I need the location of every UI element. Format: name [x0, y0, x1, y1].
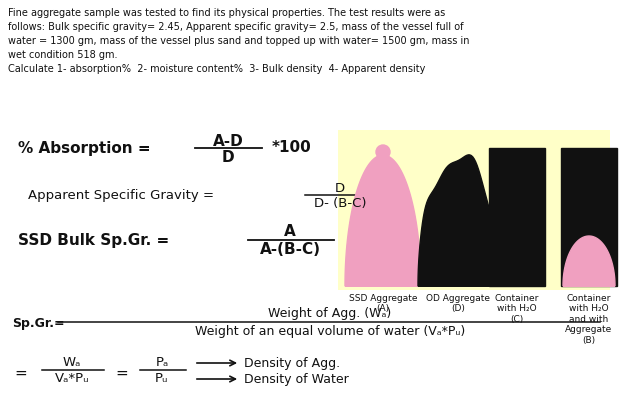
Text: D: D — [335, 181, 345, 195]
Bar — [561, 148, 617, 286]
Text: Container
with H₂O
(C): Container with H₂O (C) — [495, 294, 539, 324]
Text: Container
with H₂O
and with
Aggregate
(B): Container with H₂O and with Aggregate (B… — [565, 294, 613, 344]
Text: Sp.Gr.=: Sp.Gr.= — [12, 317, 64, 329]
Text: wet condition 518 gm.: wet condition 518 gm. — [8, 50, 118, 60]
Bar — [338, 130, 610, 290]
Text: SSD Aggregate
(A): SSD Aggregate (A) — [348, 294, 417, 313]
Polygon shape — [563, 236, 615, 286]
Text: =: = — [14, 366, 27, 381]
Text: =: = — [115, 366, 128, 381]
Text: Weight of Agg. (Wₐ): Weight of Agg. (Wₐ) — [268, 307, 392, 320]
Text: SSD Bulk Sp.Gr. =: SSD Bulk Sp.Gr. = — [18, 233, 169, 248]
Text: Wₐ: Wₐ — [63, 357, 81, 369]
Polygon shape — [345, 155, 421, 286]
Text: Pᵤ: Pᵤ — [155, 372, 169, 386]
Text: % Absorption =: % Absorption = — [18, 141, 151, 156]
Ellipse shape — [376, 145, 390, 159]
Text: water = 1300 gm, mass of the vessel plus sand and topped up with water= 1500 gm,: water = 1300 gm, mass of the vessel plus… — [8, 36, 469, 46]
Text: D- (B-C): D- (B-C) — [314, 198, 366, 210]
Text: A-(B-C): A-(B-C) — [260, 243, 321, 258]
Text: A: A — [284, 225, 296, 240]
Text: OD Aggregate
(D): OD Aggregate (D) — [426, 294, 490, 313]
Text: D: D — [222, 149, 234, 164]
Text: Density of Water: Density of Water — [244, 372, 348, 386]
Text: Apparent Specific Gravity =: Apparent Specific Gravity = — [28, 188, 214, 201]
Text: Vₐ*Pᵤ: Vₐ*Pᵤ — [55, 372, 89, 386]
Text: Weight of an equal volume of water (Vₐ*Pᵤ): Weight of an equal volume of water (Vₐ*P… — [195, 325, 465, 339]
Text: follows: Bulk specific gravity= 2.45, Apparent specific gravity= 2.5, mass of th: follows: Bulk specific gravity= 2.45, Ap… — [8, 22, 464, 32]
Bar — [489, 148, 545, 286]
Text: *100: *100 — [272, 141, 312, 156]
Text: Calculate 1- absorption%  2- moisture content%  3- Bulk density  4- Apparent den: Calculate 1- absorption% 2- moisture con… — [8, 64, 425, 74]
Text: A-D: A-D — [213, 134, 244, 149]
Text: Density of Agg.: Density of Agg. — [244, 357, 340, 369]
Text: Pₐ: Pₐ — [156, 357, 169, 369]
Polygon shape — [418, 155, 498, 286]
Text: Fine aggregate sample was tested to find its physical properties. The test resul: Fine aggregate sample was tested to find… — [8, 8, 445, 18]
